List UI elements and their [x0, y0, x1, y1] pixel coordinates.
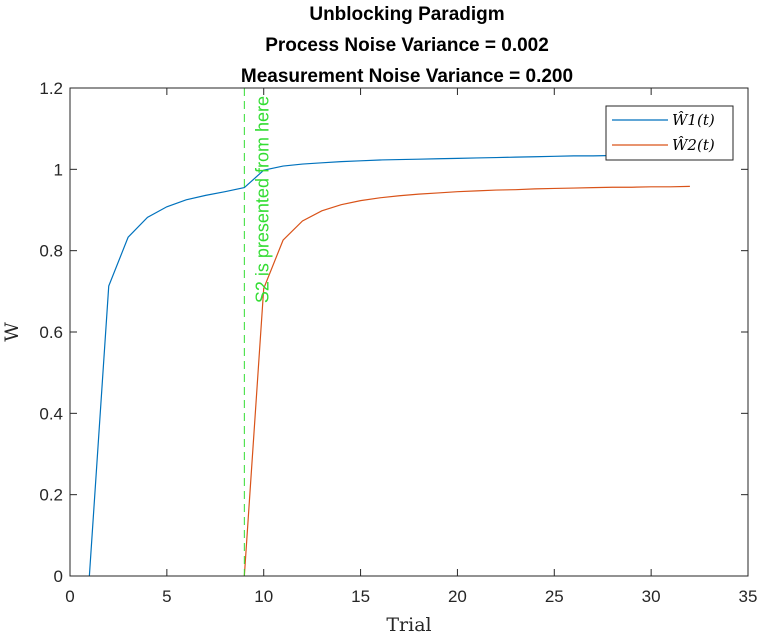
chart-title-line: Process Noise Variance = 0.002 [265, 35, 549, 56]
x-tick-label: 20 [448, 587, 467, 606]
x-tick-label: 25 [545, 587, 564, 606]
y-tick-label: 0.2 [39, 486, 63, 505]
x-axis-label: Trial [386, 614, 431, 634]
annotation-text: S2 is presented from here [252, 96, 272, 303]
series-line-1 [88, 154, 690, 577]
y-axis-label: W [1, 322, 23, 342]
y-tick-label: 0.8 [39, 242, 63, 261]
plot-area [70, 88, 748, 576]
legend-box [605, 105, 734, 161]
y-axis: 0 0.2 0.4 0.6 0.8 1 1.2 [39, 79, 748, 586]
x-tick-label: 10 [254, 587, 273, 606]
legend-entry-2: Ŵ2(t) [672, 136, 715, 154]
legend: Ŵ1(t) Ŵ2(t) [605, 105, 734, 161]
series-layer [88, 154, 690, 577]
legend-entry-1: Ŵ1(t) [672, 111, 715, 129]
chart-title-line: Unblocking Paradigm [309, 4, 504, 25]
y-tick-label: 0.4 [39, 404, 63, 423]
series-line-2 [243, 185, 690, 577]
x-tick-label: 30 [642, 587, 661, 606]
y-tick-label: 0 [54, 567, 63, 586]
x-axis: 0 5 10 15 20 25 30 35 [65, 88, 757, 606]
x-tick-label: 0 [65, 587, 74, 606]
x-tick-label: 15 [351, 587, 370, 606]
annotation-layer: S2 is presented from here [243, 88, 272, 576]
x-tick-label: 5 [162, 587, 171, 606]
y-tick-label: 1 [54, 160, 63, 179]
chart-title-line: Measurement Noise Variance = 0.200 [241, 66, 573, 87]
y-tick-label: 1.2 [39, 79, 63, 98]
x-tick-label: 35 [739, 587, 758, 606]
chart-title: Unblocking Paradigm Process Noise Varianc… [241, 4, 573, 87]
y-tick-label: 0.6 [39, 323, 63, 342]
